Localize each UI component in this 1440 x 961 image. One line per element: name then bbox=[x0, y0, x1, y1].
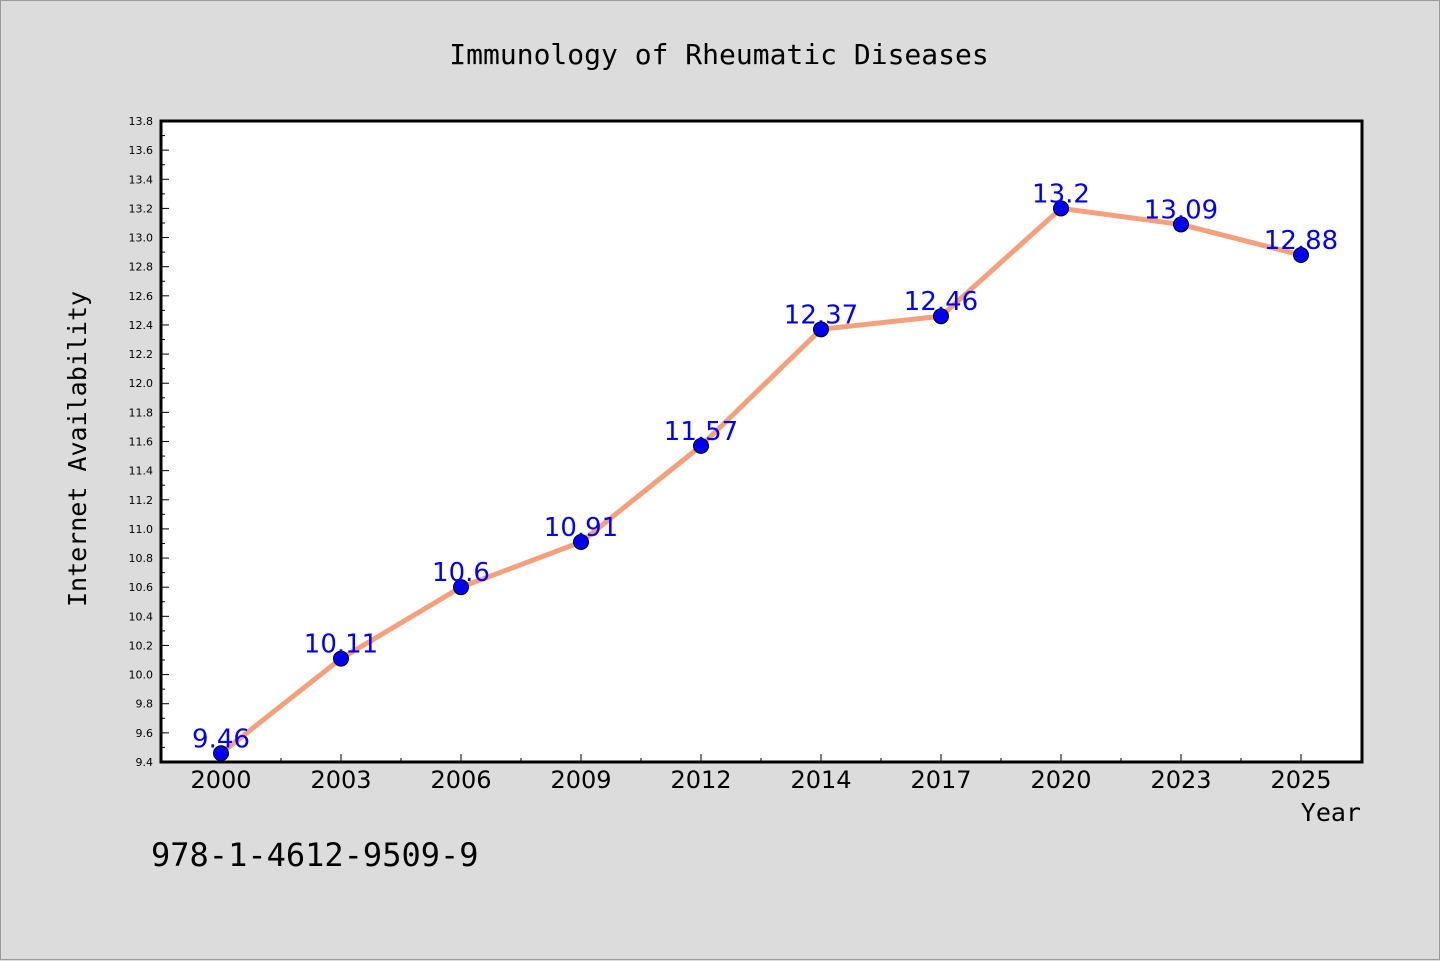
data-point-2003 bbox=[333, 650, 349, 667]
data-label-2017: 12.46 bbox=[904, 287, 978, 317]
y-tick-label: 10.8 bbox=[129, 552, 154, 565]
x-tick-label: 2003 bbox=[310, 766, 371, 794]
y-tick-label: 12.6 bbox=[129, 290, 154, 303]
data-label-2020: 13.2 bbox=[1032, 179, 1090, 209]
y-tick-label: 12.0 bbox=[129, 377, 154, 390]
y-tick-label: 12.2 bbox=[129, 348, 154, 361]
data-point-2006 bbox=[453, 579, 469, 596]
y-tick-label: 13.2 bbox=[129, 202, 154, 215]
data-label-2006: 10.6 bbox=[432, 558, 490, 588]
data-point-2023 bbox=[1173, 216, 1189, 233]
data-label-2009: 10.91 bbox=[544, 513, 618, 543]
y-tick-label: 10.6 bbox=[129, 581, 154, 594]
y-tick-label: 13.6 bbox=[129, 144, 154, 157]
x-tick-label: 2006 bbox=[430, 766, 491, 794]
data-point-2025 bbox=[1293, 247, 1309, 264]
data-label-2003: 10.11 bbox=[304, 630, 378, 660]
y-tick-label: 10.2 bbox=[129, 639, 154, 652]
y-tick-label: 11.4 bbox=[129, 465, 154, 478]
y-tick-label: 12.8 bbox=[129, 261, 154, 274]
x-axis-label: Year bbox=[1301, 798, 1361, 827]
y-tick-label: 11.8 bbox=[129, 406, 154, 419]
x-tick-label: 2014 bbox=[790, 766, 851, 794]
data-label-2023: 13.09 bbox=[1144, 195, 1218, 225]
series-line-group bbox=[213, 200, 1309, 762]
y-axis: 9.4 9.6 9.8 10.0 10.2 10.4 10.6 10.8 11.0 11.2 11.… bbox=[129, 115, 169, 769]
isbn-text: 978-1-4612-9509-9 bbox=[151, 836, 479, 874]
data-point-2017 bbox=[933, 308, 949, 325]
data-label-2014: 12.37 bbox=[784, 300, 858, 330]
x-tick-label: 2017 bbox=[910, 766, 971, 794]
data-point-2020 bbox=[1053, 200, 1069, 217]
y-tick-label: 9.8 bbox=[136, 698, 154, 711]
series-line bbox=[219, 205, 1302, 756]
y-tick-label: 11.0 bbox=[129, 523, 154, 536]
y-axis-label: Internet Availability bbox=[63, 291, 92, 607]
x-tick-label: 2025 bbox=[1270, 766, 1331, 794]
data-label-2012: 11.57 bbox=[664, 417, 738, 447]
chart-title: Immunology of Rheumatic Diseases bbox=[449, 38, 988, 71]
y-tick-label: 13.8 bbox=[129, 115, 154, 128]
y-tick-label: 9.6 bbox=[136, 727, 154, 740]
y-tick-label: 13.4 bbox=[129, 173, 154, 186]
x-tick-label: 2012 bbox=[670, 766, 731, 794]
x-axis: 2000 2003 2006 2009 2012 2014 2017 2020 2023 2025 bbox=[190, 754, 1332, 794]
y-tick-label: 12.4 bbox=[129, 319, 154, 332]
data-label-2000: 9.46 bbox=[192, 724, 250, 754]
y-tick-label: 9.4 bbox=[136, 756, 154, 769]
data-point-2000 bbox=[213, 745, 229, 762]
data-point-2014 bbox=[813, 321, 829, 338]
data-point-2009 bbox=[573, 534, 589, 551]
y-tick-label: 13.0 bbox=[129, 232, 154, 245]
x-tick-label: 2000 bbox=[190, 766, 251, 794]
y-tick-label: 10.0 bbox=[129, 669, 154, 682]
data-label-2025: 12.88 bbox=[1264, 226, 1338, 256]
y-tick-label: 11.2 bbox=[129, 494, 154, 507]
y-tick-label: 11.6 bbox=[129, 436, 154, 449]
x-tick-label: 2020 bbox=[1030, 766, 1091, 794]
y-tick-label: 10.4 bbox=[129, 610, 154, 623]
data-point-2012 bbox=[693, 437, 709, 454]
plot-area bbox=[159, 119, 1364, 764]
data-labels: 9.46 10.11 10.6 10.91 11.57 12.37 12.46 13.2 13.… bbox=[192, 179, 1338, 754]
x-tick-label: 2023 bbox=[1150, 766, 1211, 794]
x-tick-label: 2009 bbox=[550, 766, 611, 794]
